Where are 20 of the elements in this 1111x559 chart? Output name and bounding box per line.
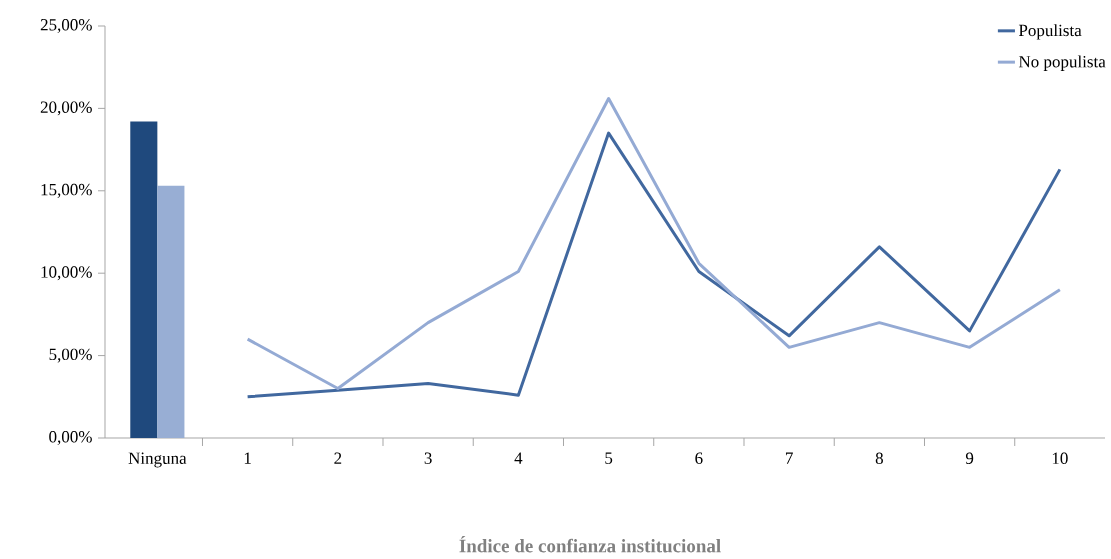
x-tick-label: 7 xyxy=(785,452,793,464)
y-tick-label: 25,00% xyxy=(40,19,92,33)
y-tick-label: 15,00% xyxy=(41,183,92,198)
x-tick-label: 5 xyxy=(605,452,613,464)
x-tick-label: 1 xyxy=(244,452,251,464)
y-tick-label: 10,00% xyxy=(41,266,92,281)
x-tick-label: Ninguna xyxy=(128,452,187,468)
x-tick-label: 4 xyxy=(514,452,523,464)
x-tick-label: 2 xyxy=(334,452,342,464)
x-tick-label: 6 xyxy=(695,452,703,464)
y-tick-label: 5,00% xyxy=(49,348,92,363)
x-tick-label: 9 xyxy=(965,452,974,464)
x-tick-label: 3 xyxy=(424,452,432,464)
x-axis-title: Índice de confianza institucional xyxy=(459,535,721,553)
y-tick-label: 0,00% xyxy=(49,431,92,445)
x-tick-label: 8 xyxy=(875,452,883,464)
legend-label: No populista xyxy=(1018,55,1106,71)
x-tick-label: 10 xyxy=(1052,452,1068,464)
y-tick-label: 20,00% xyxy=(40,101,92,116)
legend-label: Populista xyxy=(1018,24,1082,40)
